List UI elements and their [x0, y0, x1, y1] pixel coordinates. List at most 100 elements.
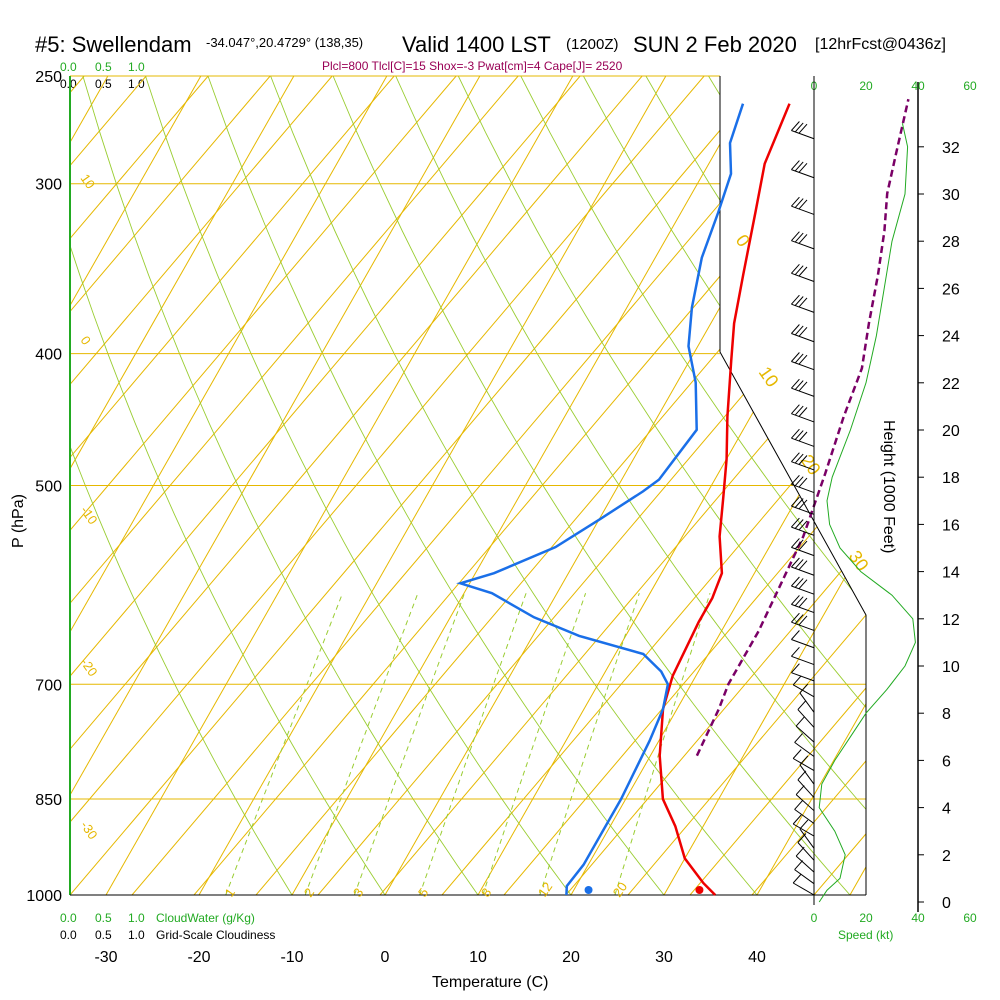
wind-barb-flag: [794, 559, 804, 569]
utc-time: (1200Z): [566, 36, 619, 53]
wind-barb-flag: [791, 496, 800, 507]
wind-barb: [791, 121, 815, 140]
wind-barb-flag: [794, 453, 804, 464]
wind-barb: [795, 716, 815, 743]
sounding-indices: Plcl=800 Tlcl[C]=15 Shox=-3 Pwat[cm]=4 C…: [322, 59, 623, 73]
wind-barb-flag: [798, 597, 808, 608]
dry-adiabat: [332, 76, 851, 895]
wind-barb-staff: [797, 709, 815, 728]
chart-border: [719, 76, 867, 895]
isotherm-label: 0: [732, 231, 754, 251]
isotherm-label: 10: [755, 363, 783, 391]
x-axis-title: Temperature (C): [432, 974, 548, 991]
wind-barb-staff: [791, 566, 815, 576]
wind-barb: [792, 814, 815, 837]
wind-barb-flag: [791, 352, 800, 362]
x-tick-label: 0: [381, 949, 390, 966]
wind-barb-flag: [797, 770, 807, 781]
wind-barb-staff: [791, 333, 815, 343]
isotherm-label: -30: [78, 818, 101, 842]
wind-barb: [791, 160, 815, 179]
wind-barb-flag: [792, 675, 802, 686]
surface-dewpoint-point: [584, 886, 593, 894]
height-tick-label: 26: [942, 281, 960, 298]
wind-barb-flag: [798, 381, 808, 392]
wind-barb-staff: [791, 437, 815, 447]
wind-barb-staff: [791, 272, 815, 282]
reference-line: [70, 76, 271, 895]
wind-barb-staff: [799, 764, 815, 785]
wind-barb-flag: [791, 538, 800, 548]
wind-barb-staff: [791, 655, 815, 666]
wind-barb-flag: [794, 353, 804, 364]
isotherm-label: 10: [78, 171, 99, 191]
wind-barb-flag: [799, 683, 809, 694]
isotherm-label: -20: [78, 655, 101, 679]
cloud-scale-bottom-green-2: 1.0: [128, 911, 145, 925]
cloud-scale-top-black-0: 0.0: [60, 77, 77, 91]
wind-barb-staff: [797, 779, 815, 798]
wind-barb-staff: [797, 842, 815, 861]
wind-barb-flag: [795, 785, 805, 795]
dry-adiabat: [520, 76, 866, 895]
wind-barb: [791, 517, 815, 536]
wind-barb: [791, 294, 815, 313]
wind-barb-staff: [792, 823, 815, 837]
reference-line: [565, 76, 866, 895]
wind-barb-staff: [791, 130, 815, 140]
wind-barb-flag: [798, 326, 808, 337]
wind-barb-flag: [794, 198, 804, 208]
wind-speed-line: [818, 123, 916, 903]
wind-barb-staff: [791, 387, 815, 397]
sounding-profiles: [456, 98, 910, 896]
height-tick-label: 24: [942, 329, 960, 346]
wind-barb-flag: [795, 716, 805, 727]
isotherm-line: [849, 76, 866, 895]
wind-barb-staff: [791, 483, 815, 494]
wind-barb: [794, 860, 815, 885]
wind-barb: [799, 819, 815, 849]
wind-barb: [791, 428, 815, 447]
wind-speed-tick-bottom: 0: [811, 911, 818, 925]
wind-barb-staff: [799, 828, 815, 849]
pressure-tick-label: 500: [35, 479, 62, 496]
cloud-scale-top-green-1: 0.5: [95, 60, 112, 74]
mixing-ratio-label: 5: [415, 885, 431, 900]
wind-barb-flag: [798, 199, 808, 210]
dry-adiabat: [145, 76, 572, 895]
wind-barb-staff: [791, 303, 815, 313]
mixing-ratio-line: [419, 593, 527, 895]
wind-barb-flag: [794, 800, 803, 810]
wind-barb-staff: [791, 361, 815, 371]
height-tick-label: 14: [942, 565, 960, 582]
wind-barb-flag: [791, 595, 800, 605]
mixing-ratio-label: 12: [535, 879, 556, 899]
dry-adiabat: [457, 76, 866, 895]
wind-barb: [791, 576, 815, 595]
y-axis-title: P (hPa): [10, 494, 27, 548]
wind-barb-flag: [798, 579, 808, 590]
wind-barb-flag: [798, 560, 808, 571]
wind-barb-flag: [798, 354, 808, 365]
wind-speed-axis-title: Speed (kt): [838, 928, 893, 942]
wind-barb: [792, 873, 815, 896]
wind-barb-staff: [791, 585, 815, 595]
wind-barb-staff: [795, 725, 815, 743]
wind-barb-flag: [791, 263, 800, 274]
wind-barb-flag: [794, 405, 804, 416]
wind-barb-staff: [791, 639, 815, 649]
height-tick-label: 12: [942, 612, 960, 629]
wind-barb-flag: [794, 232, 804, 243]
wind-barb: [791, 474, 815, 494]
dry-adiabat: [833, 76, 866, 895]
pressure-tick-label: 250: [35, 69, 62, 86]
valid-time: Valid 1400 LST: [402, 32, 551, 57]
wind-barb-flag: [791, 663, 800, 674]
wind-barb-flag: [798, 431, 808, 442]
wind-barb-staff: [791, 169, 815, 179]
height-tick-label: 32: [942, 140, 960, 157]
wind-barb-staff: [791, 603, 815, 614]
wind-barb: [799, 755, 815, 785]
wind-barb-staff: [794, 741, 815, 757]
wind-barb-flag: [791, 294, 800, 305]
